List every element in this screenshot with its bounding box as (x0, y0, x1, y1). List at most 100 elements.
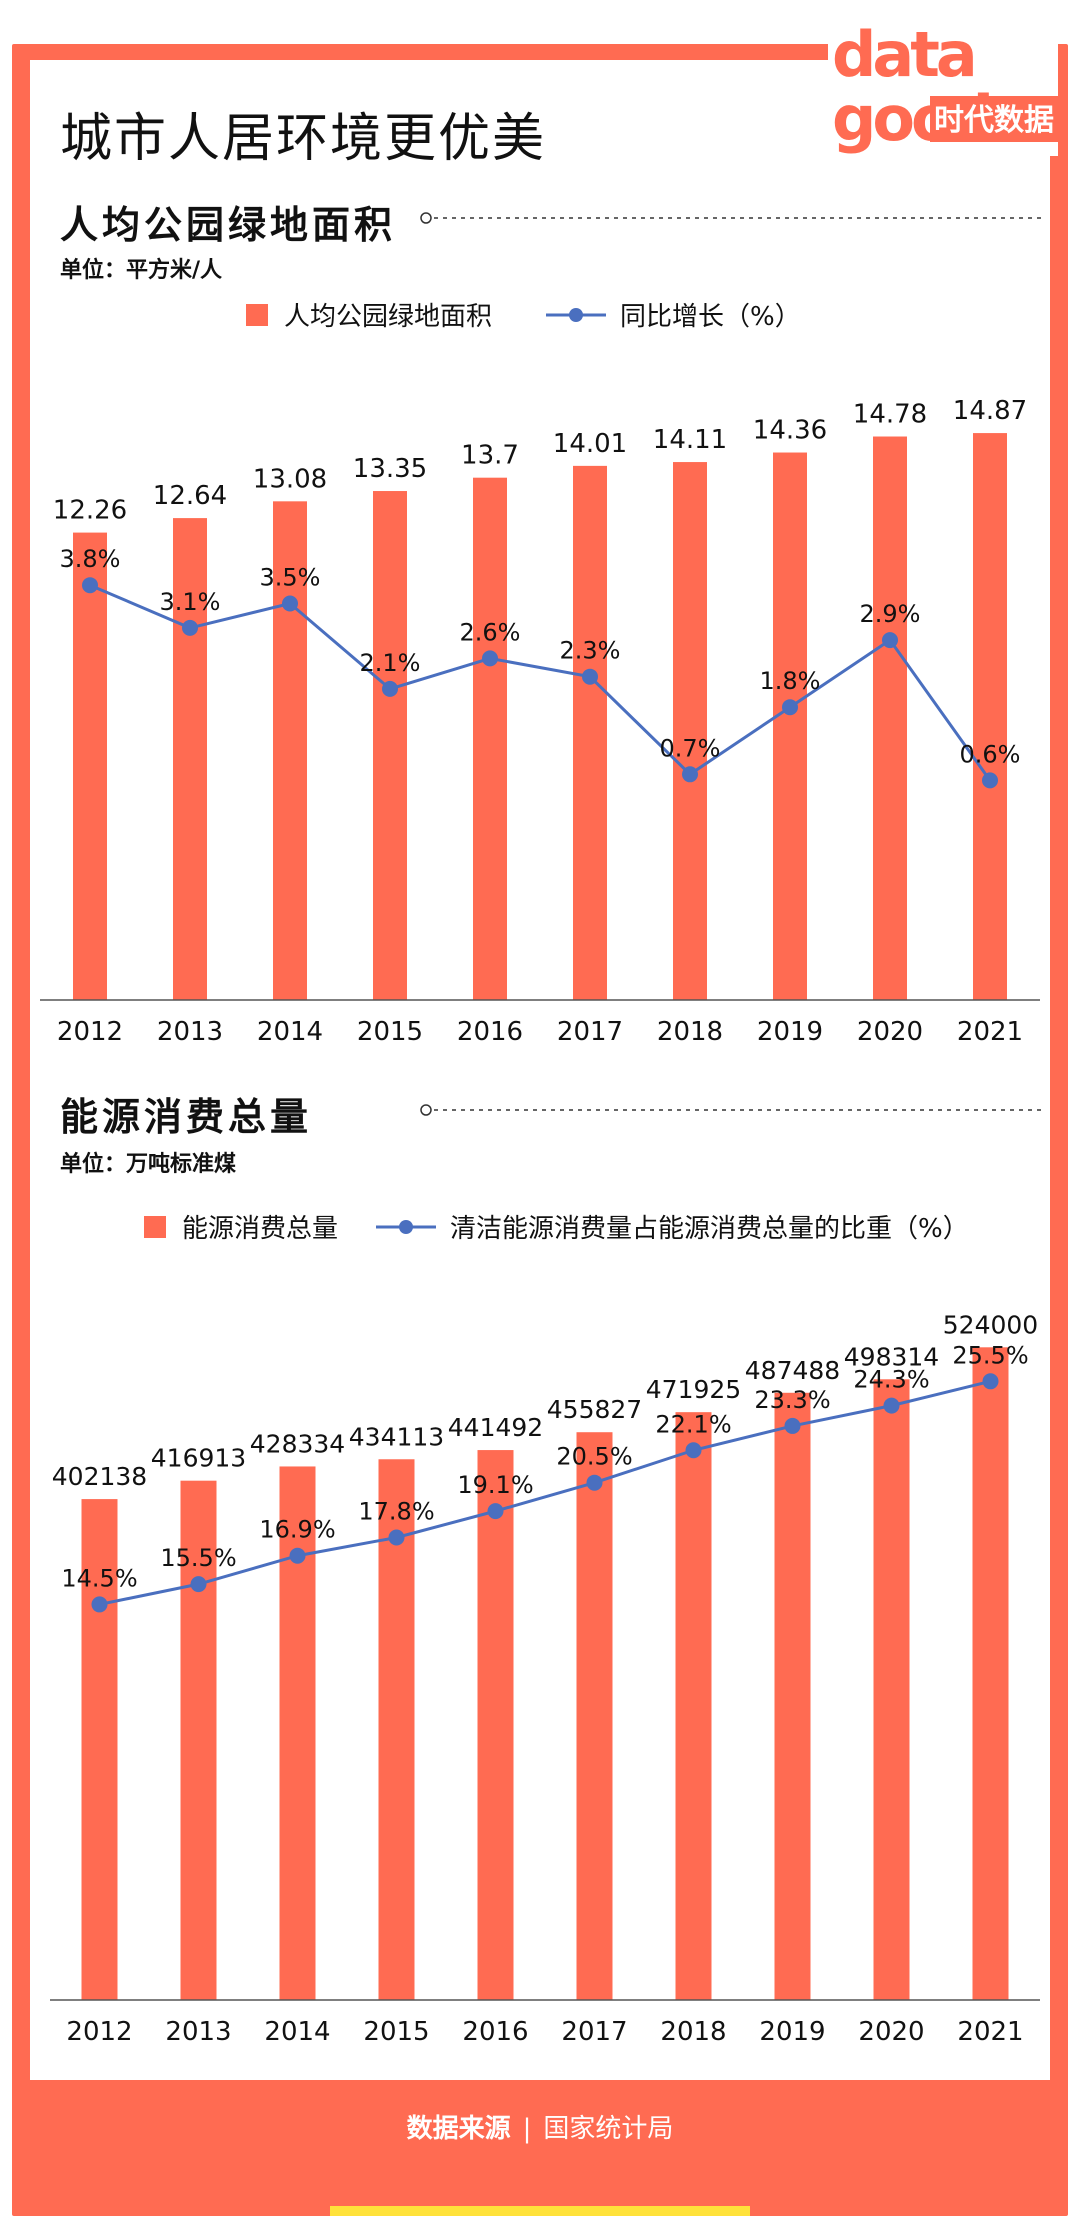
bar-2016 (473, 477, 507, 1000)
line-point-2014 (289, 1547, 306, 1564)
line-value-label: 22.1% (655, 1410, 731, 1438)
line-value-label: 1.8% (760, 667, 821, 695)
bar-2017 (573, 465, 607, 1000)
bar-2019 (774, 1392, 811, 2000)
line-value-label: 15.5% (160, 1544, 236, 1572)
x-tick-label: 2020 (858, 2017, 924, 2047)
bar-value-label: 12.64 (153, 481, 227, 511)
green-area-chart: 12.26 12.64 13.08 13.35 13.7 14.01 14.11 14.36 1… (40, 396, 1040, 1047)
x-tick-label: 2017 (561, 2017, 627, 2047)
section-1-title: 人均公园绿地面积 (60, 203, 397, 247)
legend-bar-swatch (144, 1215, 166, 1238)
line-value-label: 23.3% (754, 1386, 830, 1414)
bar-value-label: 13.08 (253, 464, 327, 494)
line-value-label: 25.5% (952, 1341, 1028, 1369)
section-2-legend-bar: 能源消费总量 (144, 1208, 338, 1245)
bar-value-label: 428334 (250, 1429, 345, 1458)
line-point-2021 (982, 1373, 999, 1390)
line-point-2020 (883, 1397, 900, 1414)
legend-bar-swatch (246, 303, 268, 326)
bar-2021 (973, 433, 1007, 1000)
page-title: 城市人居环境更优美 (60, 109, 547, 169)
line-value-label: 0.6% (960, 740, 1021, 768)
x-tick-label: 2019 (757, 1017, 823, 1047)
x-tick-label: 2019 (759, 2017, 825, 2047)
line-point-2015 (382, 680, 398, 697)
line-point-2013 (182, 619, 198, 636)
legend-line-marker (546, 307, 606, 322)
line-value-label: 20.5% (556, 1443, 632, 1471)
line-point-2013 (190, 1576, 207, 1593)
section-2-title: 能源消费总量 (60, 1095, 313, 1139)
bar-value-label: 14.36 (753, 416, 827, 446)
line-point-2012 (91, 1596, 108, 1613)
legend-bar-label: 人均公园绿地面积 (284, 302, 493, 332)
bar-2017 (576, 1432, 613, 2000)
bar-value-label: 471925 (646, 1375, 741, 1404)
x-tick-label: 2014 (264, 2017, 330, 2047)
line-value-label: 24.3% (853, 1366, 929, 1394)
bar-value-label: 524000 (943, 1310, 1038, 1339)
section-1-legend-line: 同比增长（%） (546, 296, 801, 333)
line-value-label: 2.3% (560, 637, 621, 665)
bar-2018 (675, 1412, 712, 2000)
x-tick-label: 2016 (462, 2017, 528, 2047)
line-point-2014 (282, 595, 298, 612)
line-point-2018 (685, 1442, 702, 1459)
bar-value-label: 14.87 (953, 396, 1027, 426)
bar-value-label: 455827 (547, 1395, 642, 1424)
bar-2018 (673, 462, 707, 1000)
line-point-2016 (482, 650, 498, 667)
line-value-label: 2.1% (360, 649, 421, 677)
bar-2015 (378, 1459, 415, 2000)
line-point-2018 (682, 766, 698, 783)
line-value-label: 14.5% (61, 1564, 137, 1592)
line-point-2020 (882, 632, 898, 649)
line-value-label: 2.9% (860, 600, 921, 628)
bar-value-label: 13.35 (353, 454, 427, 484)
bar-2012 (81, 1499, 118, 2000)
line-point-2015 (388, 1529, 405, 1546)
line-series (89, 583, 992, 782)
line-value-label: 2.6% (460, 618, 521, 646)
line-series (99, 1379, 991, 1606)
bar-2020 (873, 436, 907, 1000)
bar-value-label: 441492 (448, 1413, 543, 1442)
line-value-label: 19.1% (457, 1471, 533, 1499)
bar-2019 (773, 452, 807, 1000)
line-point-2019 (784, 1417, 801, 1434)
section-2-legend-line: 清洁能源消费量占能源消费总量的比重（%） (376, 1208, 969, 1245)
section-1-divider (420, 212, 1044, 224)
logo-text-top: data (832, 18, 974, 91)
x-tick-label: 2013 (165, 2017, 231, 2047)
line-value-label: 0.7% (660, 734, 721, 762)
line-value-label: 3.1% (160, 588, 221, 616)
section-1-unit: 单位：平方米/人 (60, 258, 223, 283)
legend-line-label: 同比增长（%） (620, 302, 801, 332)
bar-value-label: 14.01 (553, 429, 627, 459)
bar-value-label: 12.26 (53, 496, 127, 526)
line-point-2016 (487, 1503, 504, 1520)
x-tick-label: 2012 (66, 2017, 132, 2047)
bar-2015 (373, 491, 407, 1000)
section-1-legend-bar: 人均公园绿地面积 (246, 296, 492, 333)
section-2-unit: 单位：万吨标准煤 (60, 1152, 237, 1177)
x-tick-label: 2016 (457, 1017, 523, 1047)
x-tick-label: 2021 (957, 1017, 1023, 1047)
bar-2021 (972, 1347, 1009, 2000)
bar-2013 (180, 1480, 217, 2000)
bar-2013 (173, 518, 207, 1000)
footer-label: 数据来源 (406, 2114, 511, 2144)
bar-value-label: 14.78 (853, 400, 927, 430)
legend-line-marker (376, 1219, 436, 1234)
x-tick-label: 2020 (857, 1017, 923, 1047)
legend-bar-label: 能源消费总量 (182, 1214, 339, 1244)
x-tick-label: 2021 (957, 2017, 1023, 2047)
line-point-2021 (982, 772, 998, 789)
section-2-divider (420, 1104, 1044, 1116)
bar-value-label: 487488 (745, 1356, 840, 1385)
footer-source: 数据来源 | 国家统计局 (0, 2108, 1080, 2145)
bar-2014 (273, 501, 307, 1000)
footer-separator: | (522, 2114, 532, 2144)
